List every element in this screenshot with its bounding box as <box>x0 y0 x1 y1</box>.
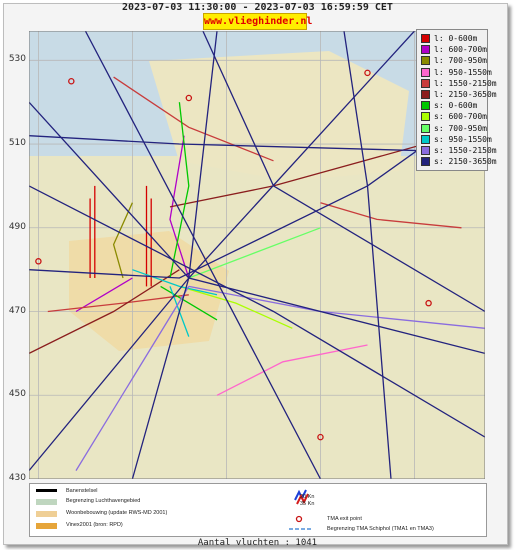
map-footer-legend: Banenstelsel Begrenzing Luchthavengebied… <box>29 483 487 537</box>
legend-swatch <box>421 78 430 88</box>
housing-swatch <box>36 511 57 517</box>
map-plot-area <box>29 31 485 479</box>
legend-swatch <box>421 134 430 144</box>
legend-label: s: 600-700m <box>434 112 487 122</box>
housing-label: Woonbebouwing (update RWS-MD 2001) <box>66 510 168 516</box>
y-tick-label: 450 <box>8 389 26 400</box>
wind-20-label: 20 Kn <box>300 494 315 500</box>
legend-swatch <box>421 34 430 43</box>
legend-swatch <box>421 112 430 122</box>
legend-swatch <box>421 157 430 167</box>
tma-exit-point <box>364 69 371 77</box>
legend-item: s: 1550-2150m <box>421 145 497 156</box>
y-tick-label: 470 <box>8 305 26 316</box>
flight-track <box>132 269 218 296</box>
runway-label: Banenstelsel <box>66 488 98 494</box>
tma-boundary-line-icon <box>289 528 311 530</box>
tma-exit-point <box>317 433 324 441</box>
flight-track <box>202 31 485 313</box>
legend-label: s: 1550-2150m <box>434 146 497 155</box>
legend-item: l: 700-950m <box>421 55 487 66</box>
legend-item: s: 700-950m <box>421 123 487 134</box>
airport-boundary-swatch <box>36 499 57 505</box>
flight-track <box>179 285 293 329</box>
legend-label: l: 600-700m <box>434 45 487 55</box>
flight-track <box>169 135 190 279</box>
wind-35-label: 35 Kn <box>300 501 315 507</box>
y-tick-label: 490 <box>8 221 26 232</box>
y-tick-label: 510 <box>8 138 26 149</box>
flight-track <box>320 202 462 229</box>
tma-exit-point <box>35 258 42 265</box>
flight-track <box>84 31 322 479</box>
legend-label: s: 0-600m <box>434 101 478 111</box>
legend-label: l: 1550-2150m <box>434 78 497 88</box>
legend-swatch <box>421 90 430 99</box>
legend-swatch <box>421 146 430 155</box>
flight-track <box>29 135 485 154</box>
legend-swatch <box>421 56 430 66</box>
flight-track <box>75 277 133 313</box>
site-link-badge[interactable]: www.vlieghinder.nl <box>203 13 312 30</box>
flight-track <box>169 102 190 279</box>
legend-label: l: 0-600m <box>434 34 478 43</box>
legend-swatch <box>421 123 430 133</box>
runway-swatch <box>36 489 57 492</box>
legend-label: s: 700-950m <box>434 123 487 133</box>
tma-exit-points <box>35 69 432 441</box>
legend-item: l: 0-600m <box>421 33 477 44</box>
legend-label: l: 2150-3650m <box>434 90 497 99</box>
chart-legend: l: 0-600m l: 600-700m l: 700-950m l: 950-15… <box>416 29 497 171</box>
flight-track <box>29 101 485 355</box>
legend-swatch <box>421 101 430 111</box>
legend-item: l: 2150-3650m <box>421 89 497 100</box>
y-tick-label: 530 <box>8 54 26 65</box>
flight-track <box>343 31 392 479</box>
map-built-area <box>69 231 229 351</box>
y-tick-label: 430 <box>8 473 26 483</box>
legend-swatch <box>421 67 430 77</box>
tma-exit-label: TMA exit point <box>327 516 362 522</box>
flight-track <box>29 185 485 438</box>
airport-boundary-label: Begrenzing Luchthavengebied <box>66 498 141 504</box>
legend-item: l: 950-1550m <box>421 67 492 78</box>
flight-tracks <box>29 31 485 479</box>
flight-track <box>160 285 218 321</box>
flight-count: Aantal vluchten : 1041 <box>197 538 318 548</box>
wind-icon <box>294 489 309 505</box>
legend-item: l: 600-700m <box>421 44 487 55</box>
legend-item: l: 1550-2150m <box>421 78 497 89</box>
tma-exit-point <box>68 77 75 85</box>
tma-exit-point <box>185 94 193 102</box>
flight-track <box>112 202 133 279</box>
tma-exit-point <box>425 299 432 307</box>
legend-label: l: 950-1550m <box>434 67 492 77</box>
vinex-swatch <box>36 523 57 529</box>
legend-item: s: 0-600m <box>421 100 477 111</box>
tma-exit-point-icon <box>295 515 303 523</box>
flight-track <box>47 294 189 313</box>
flight-track <box>113 76 274 162</box>
legend-swatch <box>421 45 430 55</box>
legend-label: l: 700-950m <box>434 56 487 66</box>
chart-time-range-title: 2023-07-03 11:30:00 - 2023-07-03 16:59:5… <box>122 2 393 13</box>
flight-track <box>29 269 180 354</box>
flight-track <box>75 286 190 471</box>
legend-item: s: 2150-3650m <box>421 156 497 167</box>
vinex-label: Vinex2001 (bron: RPD) <box>66 522 123 528</box>
legend-label: s: 950-1550m <box>434 134 492 144</box>
legend-item: s: 950-1550m <box>421 134 492 145</box>
legend-item: s: 600-700m <box>421 111 487 122</box>
tma-boundary-label: Begrenzing TMA Schiphol (TMA1 en TMA3) <box>327 526 434 532</box>
map-grid <box>29 31 485 479</box>
legend-label: s: 2150-3650m <box>434 157 497 167</box>
